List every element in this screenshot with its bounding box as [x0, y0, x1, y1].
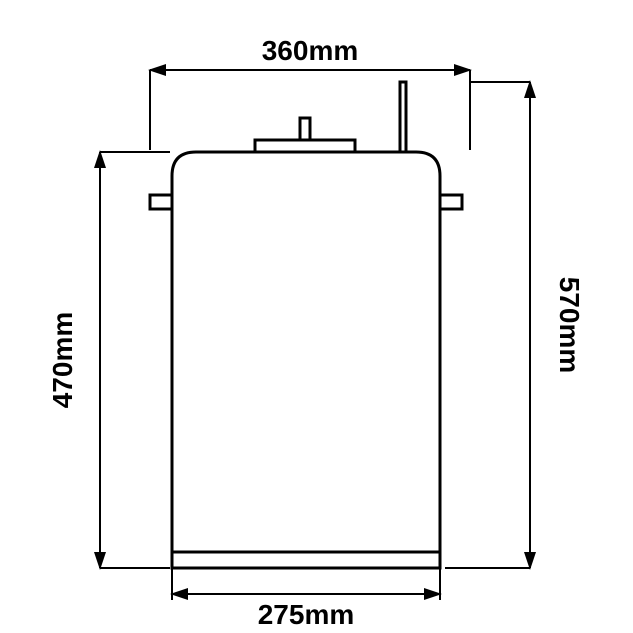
- tank-right-probe: [400, 82, 406, 152]
- dim-right: 570mm: [445, 82, 585, 568]
- dim-right-label: 570mm: [554, 277, 585, 374]
- dim-top-label: 360mm: [262, 35, 359, 66]
- tank-center-stub: [300, 118, 310, 140]
- tank-body: [150, 82, 462, 568]
- technical-drawing: 360mm 570mm 470mm 275mm: [0, 0, 633, 633]
- dim-left-label: 470mm: [47, 312, 78, 409]
- dim-left: 470mm: [47, 152, 170, 568]
- tank-top-plate: [255, 140, 355, 152]
- tank-handle-right: [440, 195, 462, 209]
- dim-bottom-label: 275mm: [258, 599, 355, 630]
- dim-bottom: 275mm: [172, 568, 440, 630]
- tank-handle-left: [150, 195, 172, 209]
